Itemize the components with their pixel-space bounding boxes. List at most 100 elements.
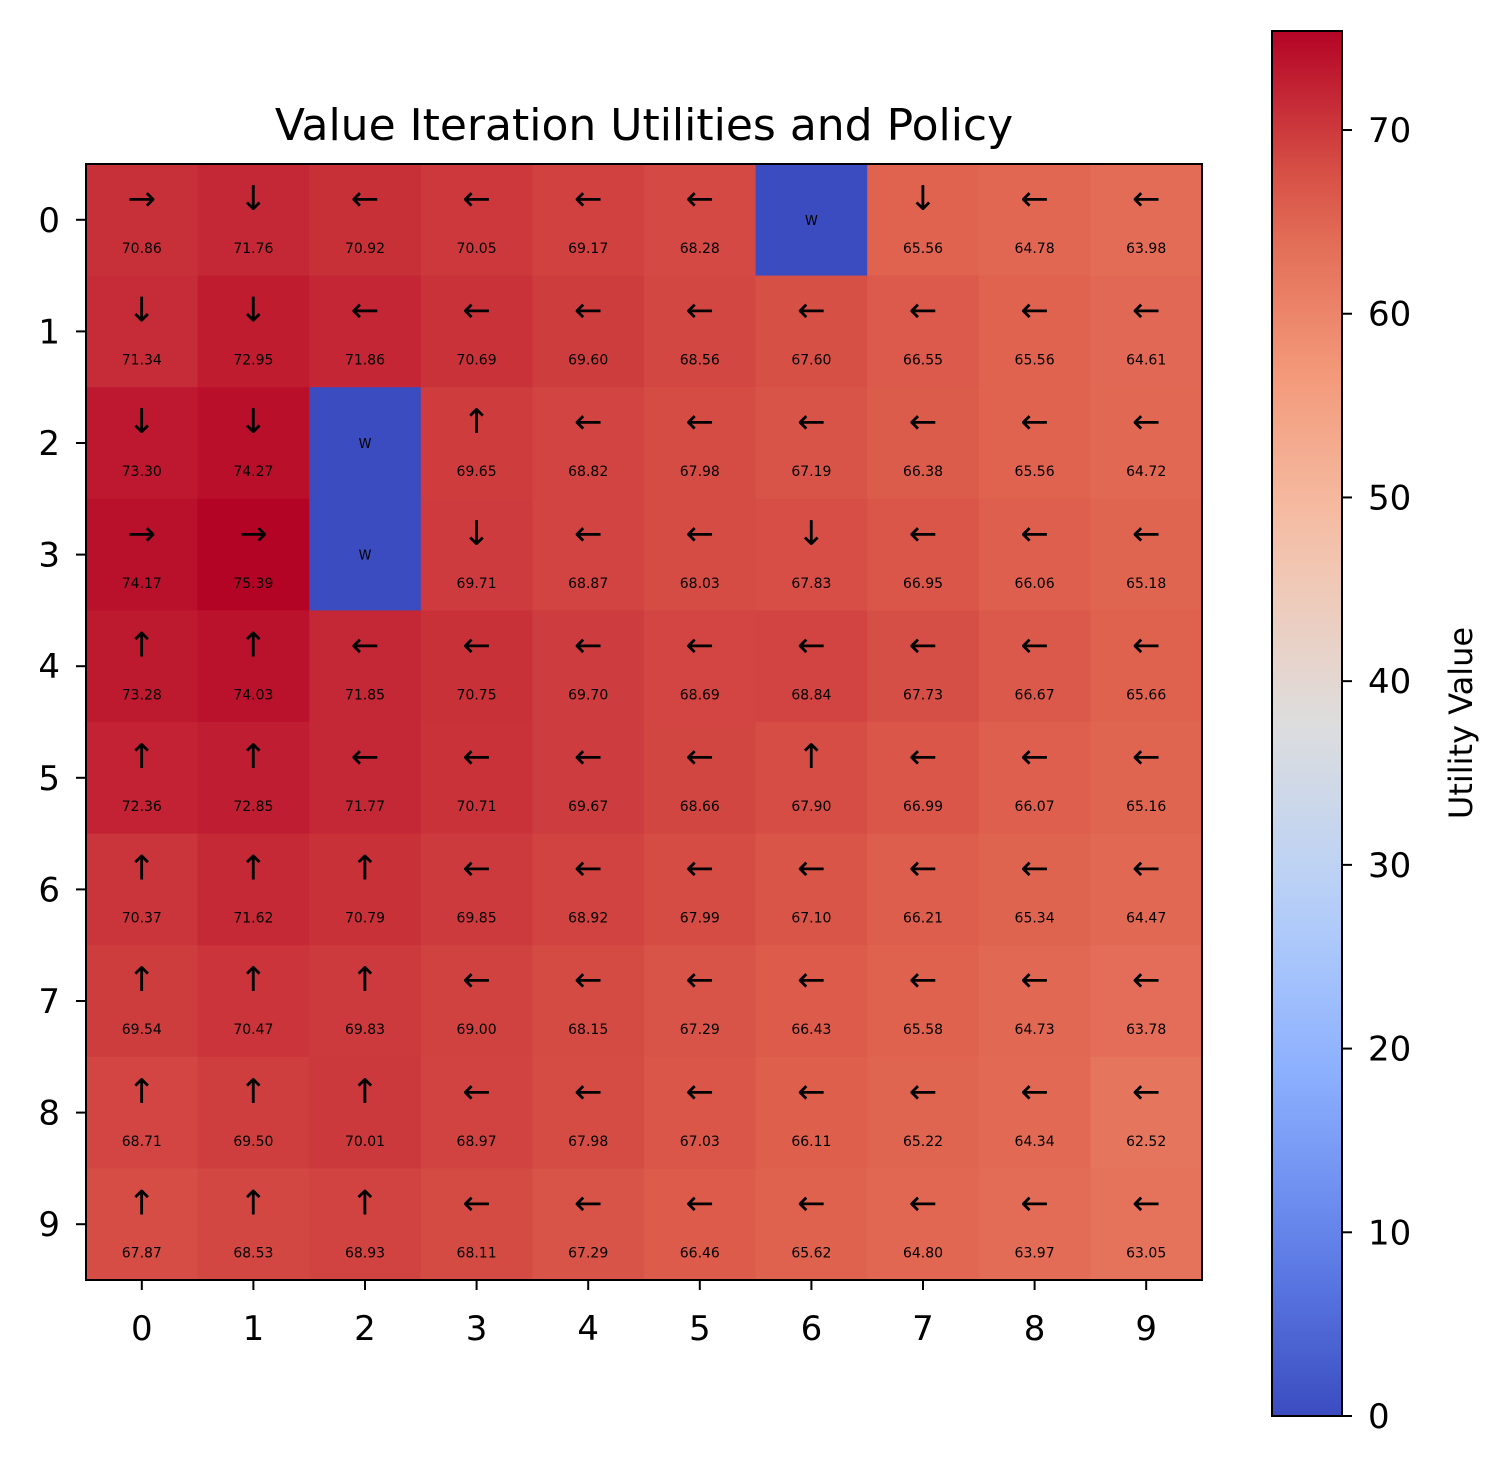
heatmap-cells	[86, 164, 1203, 1281]
utility-value: 63.05	[1126, 1245, 1166, 1261]
policy-arrow: ←	[462, 291, 491, 331]
policy-arrow: ←	[1020, 737, 1049, 777]
heatmap-cell	[309, 610, 422, 723]
heatmap-cell	[86, 387, 199, 500]
utility-value: 70.71	[457, 799, 497, 815]
utility-value: 70.47	[233, 1022, 273, 1038]
policy-arrow: ↑	[128, 625, 157, 665]
policy-arrow: ←	[574, 1183, 603, 1223]
heatmap-cell	[978, 164, 1091, 277]
utility-value: 74.17	[122, 576, 162, 592]
heatmap-cell	[197, 164, 310, 277]
policy-arrow: ←	[1132, 1072, 1161, 1112]
heatmap-cell	[86, 722, 199, 835]
utility-value: 65.34	[1015, 911, 1055, 927]
utility-value: 66.21	[903, 911, 943, 927]
utility-value: 70.75	[457, 687, 497, 703]
heatmap-cell	[1090, 498, 1203, 611]
policy-arrow: ↑	[128, 849, 157, 889]
utility-value: 67.99	[680, 911, 720, 927]
heatmap-cell	[644, 610, 757, 723]
heatmap-cell	[86, 164, 199, 277]
utility-value: 68.69	[680, 687, 720, 703]
policy-arrow: ←	[797, 849, 826, 889]
heatmap-cell	[867, 945, 980, 1058]
utility-value: 74.03	[233, 687, 273, 703]
heatmap-cell	[532, 610, 645, 723]
utility-value: 69.67	[568, 799, 608, 815]
policy-arrow: ↓	[797, 514, 826, 554]
policy-arrow: →	[239, 514, 268, 554]
utility-value: 69.65	[457, 464, 497, 480]
utility-value: 67.60	[791, 353, 831, 369]
chart-title: Value Iteration Utilities and Policy	[275, 100, 1013, 151]
utility-value: 66.95	[903, 576, 943, 592]
policy-arrow: ←	[686, 402, 715, 442]
utility-value: 70.01	[345, 1134, 385, 1150]
policy-arrow: ↑	[351, 1072, 380, 1112]
utility-value: 66.11	[791, 1134, 831, 1150]
utility-value: 67.29	[568, 1245, 608, 1261]
policy-arrow: ←	[686, 737, 715, 777]
utility-value: 71.76	[233, 241, 273, 257]
policy-arrow: ↑	[239, 1183, 268, 1223]
cell-annotations: → 70.86 ↓ 71.76 ← 70.92 ← 70.05 ← 69.17 ← 68.28 W ↓ 65…	[122, 179, 1167, 1261]
x-axis: 0 1 2 3 4 5 6 7 8 9	[131, 1280, 1157, 1349]
policy-arrow: ←	[1020, 1183, 1049, 1223]
heatmap-cell	[197, 1056, 310, 1169]
y-tick-label: 2	[38, 424, 60, 464]
y-tick-label: 6	[38, 870, 60, 910]
x-tick-label: 8	[1024, 1309, 1046, 1349]
utility-value: 64.34	[1015, 1134, 1055, 1150]
utility-value: 68.03	[680, 576, 720, 592]
policy-arrow: ↓	[462, 514, 491, 554]
policy-arrow: ←	[462, 1183, 491, 1223]
policy-arrow: ←	[351, 737, 380, 777]
utility-value: 65.62	[791, 1245, 831, 1261]
utility-value: 68.28	[680, 241, 720, 257]
x-tick-label: 0	[131, 1309, 153, 1349]
policy-arrow: ←	[909, 849, 938, 889]
heatmap-cell	[755, 610, 868, 723]
heatmap-cell	[755, 722, 868, 835]
heatmap-cell	[532, 722, 645, 835]
heatmap-cell	[532, 498, 645, 611]
policy-arrow: ↑	[239, 960, 268, 1000]
heatmap-cell	[644, 722, 757, 835]
utility-value: 70.05	[457, 241, 497, 257]
x-tick-label: 7	[912, 1309, 934, 1349]
policy-arrow: ←	[686, 1183, 715, 1223]
utility-value: 67.90	[791, 799, 831, 815]
y-tick-label: 4	[38, 647, 60, 687]
heatmap-cell	[867, 164, 980, 277]
utility-value: 67.83	[791, 576, 831, 592]
heatmap-cell	[420, 1056, 533, 1169]
heatmap-cell	[978, 722, 1091, 835]
policy-arrow: ←	[797, 291, 826, 331]
policy-arrow: ←	[797, 402, 826, 442]
policy-arrow: ←	[574, 402, 603, 442]
policy-arrow: ←	[686, 179, 715, 219]
colorbar-tick-label: 30	[1368, 846, 1411, 886]
heatmap-cell	[1090, 945, 1203, 1058]
policy-arrow: ←	[351, 625, 380, 665]
policy-arrow: ←	[797, 960, 826, 1000]
utility-value: 63.78	[1126, 1022, 1166, 1038]
utility-value: 67.98	[568, 1134, 608, 1150]
heatmap-cell	[197, 610, 310, 723]
policy-arrow: ←	[574, 291, 603, 331]
heatmap-cell	[86, 833, 199, 946]
y-tick-label: 9	[38, 1205, 60, 1245]
utility-value: 67.03	[680, 1134, 720, 1150]
policy-arrow: ↑	[128, 1072, 157, 1112]
policy-arrow: ↑	[351, 1183, 380, 1223]
heatmap-cell	[978, 1056, 1091, 1169]
utility-value: 71.62	[233, 911, 273, 927]
wall-label: W	[359, 437, 372, 452]
utility-value: 66.46	[680, 1245, 720, 1261]
policy-arrow: ↑	[797, 737, 826, 777]
policy-arrow: ←	[686, 1072, 715, 1112]
heatmap-cell	[309, 164, 422, 277]
policy-arrow: ←	[686, 291, 715, 331]
